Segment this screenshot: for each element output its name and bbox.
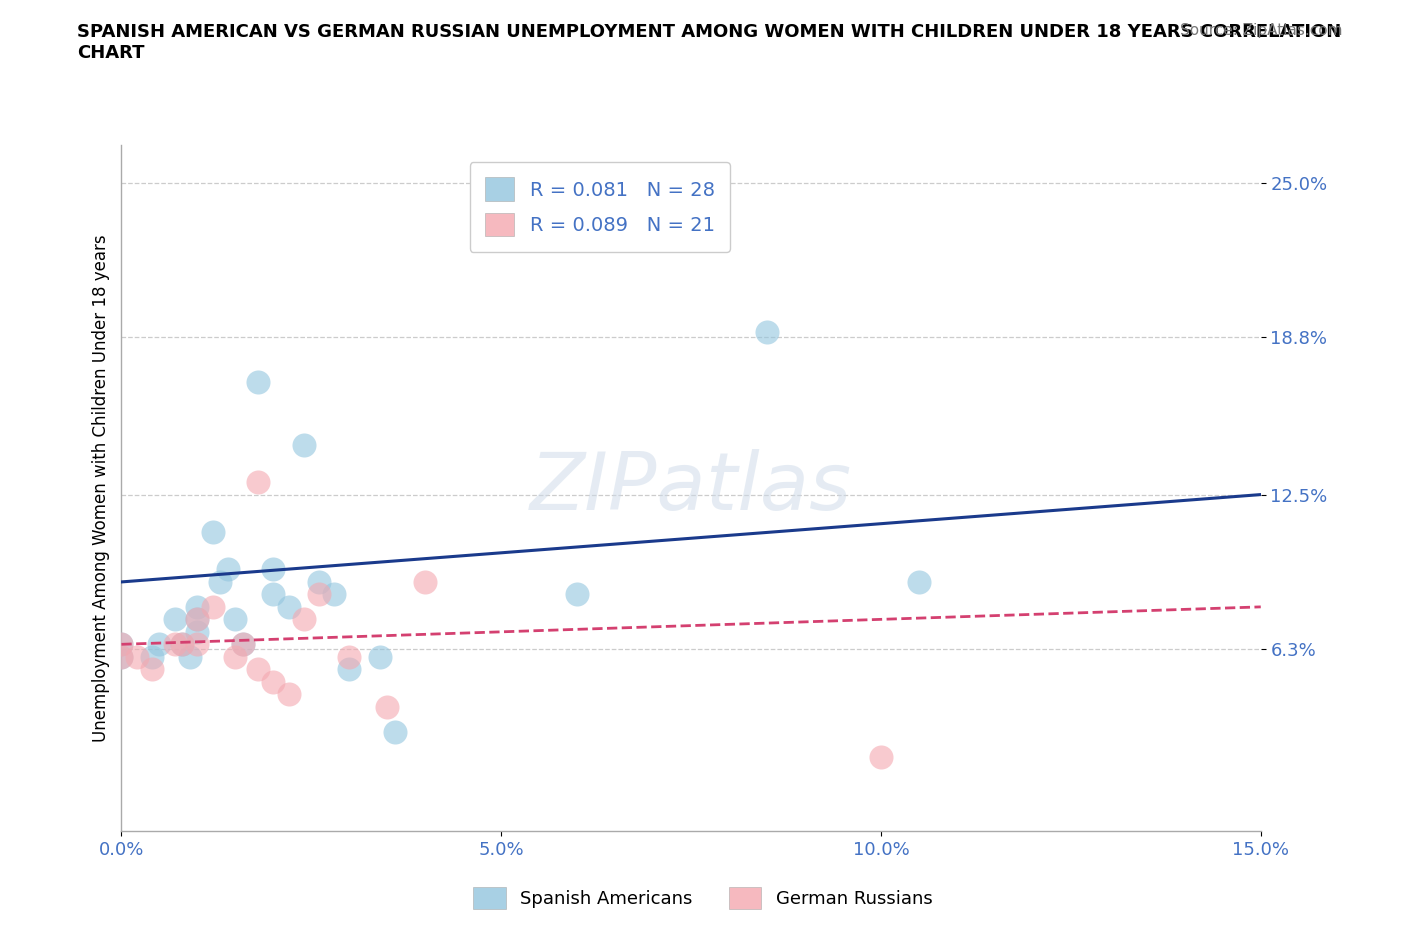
Point <box>368 649 391 664</box>
Point <box>186 600 208 615</box>
Point <box>186 612 208 627</box>
Point <box>756 325 779 339</box>
Point <box>292 612 315 627</box>
Point <box>217 562 239 577</box>
Point <box>186 612 208 627</box>
Point <box>110 649 132 664</box>
Point <box>110 637 132 652</box>
Point <box>125 649 148 664</box>
Point <box>209 575 232 590</box>
Point <box>308 587 330 602</box>
Point <box>172 637 194 652</box>
Point <box>186 637 208 652</box>
Point <box>308 575 330 590</box>
Point <box>232 637 254 652</box>
Point <box>247 662 270 677</box>
Text: SPANISH AMERICAN VS GERMAN RUSSIAN UNEMPLOYMENT AMONG WOMEN WITH CHILDREN UNDER : SPANISH AMERICAN VS GERMAN RUSSIAN UNEMP… <box>77 23 1341 62</box>
Point <box>567 587 589 602</box>
Point <box>262 587 284 602</box>
Point <box>323 587 346 602</box>
Point <box>247 375 270 390</box>
Legend: Spanish Americans, German Russians: Spanish Americans, German Russians <box>467 880 939 916</box>
Point <box>201 600 224 615</box>
Point <box>870 750 893 764</box>
Point <box>110 649 132 664</box>
Point <box>413 575 436 590</box>
Point <box>292 437 315 452</box>
Point <box>277 686 299 701</box>
Text: Source: ZipAtlas.com: Source: ZipAtlas.com <box>1180 23 1343 38</box>
Point <box>224 612 246 627</box>
Point <box>375 699 398 714</box>
Point <box>262 674 284 689</box>
Point <box>186 624 208 639</box>
Point <box>262 562 284 577</box>
Point <box>232 637 254 652</box>
Point <box>110 637 132 652</box>
Point <box>172 637 194 652</box>
Point <box>384 724 406 739</box>
Point <box>148 637 170 652</box>
Point <box>141 662 163 677</box>
Point <box>201 525 224 539</box>
Point <box>247 474 270 489</box>
Point <box>337 662 360 677</box>
Point <box>163 612 186 627</box>
Point <box>277 600 299 615</box>
Point <box>141 649 163 664</box>
Text: ZIPatlas: ZIPatlas <box>530 449 852 527</box>
Point <box>163 637 186 652</box>
Point <box>179 649 201 664</box>
Legend: R = 0.081   N = 28, R = 0.089   N = 21: R = 0.081 N = 28, R = 0.089 N = 21 <box>470 162 730 252</box>
Y-axis label: Unemployment Among Women with Children Under 18 years: Unemployment Among Women with Children U… <box>93 234 110 742</box>
Point <box>337 649 360 664</box>
Point <box>224 649 246 664</box>
Point <box>908 575 931 590</box>
